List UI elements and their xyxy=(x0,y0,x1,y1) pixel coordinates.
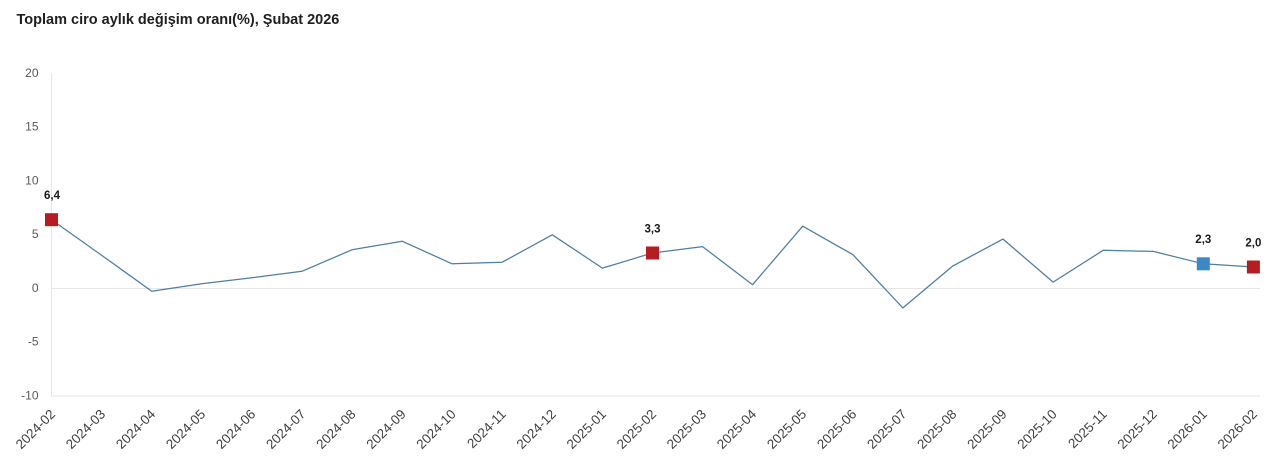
svg-text:2025-04: 2025-04 xyxy=(714,406,760,452)
svg-text:2025-09: 2025-09 xyxy=(964,407,1009,452)
svg-text:2025-06: 2025-06 xyxy=(814,407,859,452)
svg-text:2024-09: 2024-09 xyxy=(363,407,408,452)
svg-text:2025-10: 2025-10 xyxy=(1014,407,1059,452)
svg-text:2,3: 2,3 xyxy=(1195,234,1211,246)
svg-text:-5: -5 xyxy=(28,335,39,349)
svg-text:10: 10 xyxy=(25,173,39,187)
svg-text:2024-05: 2024-05 xyxy=(163,407,208,452)
svg-text:20: 20 xyxy=(25,66,39,80)
svg-text:2024-11: 2024-11 xyxy=(464,407,509,452)
svg-text:2024-04: 2024-04 xyxy=(113,406,159,452)
svg-text:3,3: 3,3 xyxy=(645,223,661,235)
svg-text:2024-10: 2024-10 xyxy=(413,407,458,452)
svg-text:2024-03: 2024-03 xyxy=(63,407,108,452)
svg-text:2024-06: 2024-06 xyxy=(213,407,258,452)
svg-text:2024-02: 2024-02 xyxy=(13,407,58,452)
svg-text:-10: -10 xyxy=(21,388,39,402)
svg-text:2025-01: 2025-01 xyxy=(564,407,609,452)
svg-text:2026-02: 2026-02 xyxy=(1215,407,1260,452)
svg-text:2025-11: 2025-11 xyxy=(1065,407,1110,452)
svg-text:2024-07: 2024-07 xyxy=(263,407,308,452)
svg-text:2026-01: 2026-01 xyxy=(1165,407,1210,452)
svg-text:2024-08: 2024-08 xyxy=(313,407,358,452)
svg-text:2025-03: 2025-03 xyxy=(664,407,709,452)
svg-text:15: 15 xyxy=(25,120,39,134)
svg-text:6,4: 6,4 xyxy=(44,190,61,202)
svg-text:2025-07: 2025-07 xyxy=(864,407,909,452)
svg-text:2024-12: 2024-12 xyxy=(514,407,559,452)
svg-text:0: 0 xyxy=(32,281,39,295)
svg-text:2,0: 2,0 xyxy=(1245,237,1261,249)
svg-text:2025-05: 2025-05 xyxy=(764,407,809,452)
svg-text:2025-12: 2025-12 xyxy=(1115,407,1160,452)
svg-text:Toplam ciro aylık değişim oran: Toplam ciro aylık değişim oranı(%), Şuba… xyxy=(17,12,340,28)
svg-text:5: 5 xyxy=(32,227,39,241)
svg-text:2025-02: 2025-02 xyxy=(614,407,659,452)
svg-text:2025-08: 2025-08 xyxy=(914,407,959,452)
